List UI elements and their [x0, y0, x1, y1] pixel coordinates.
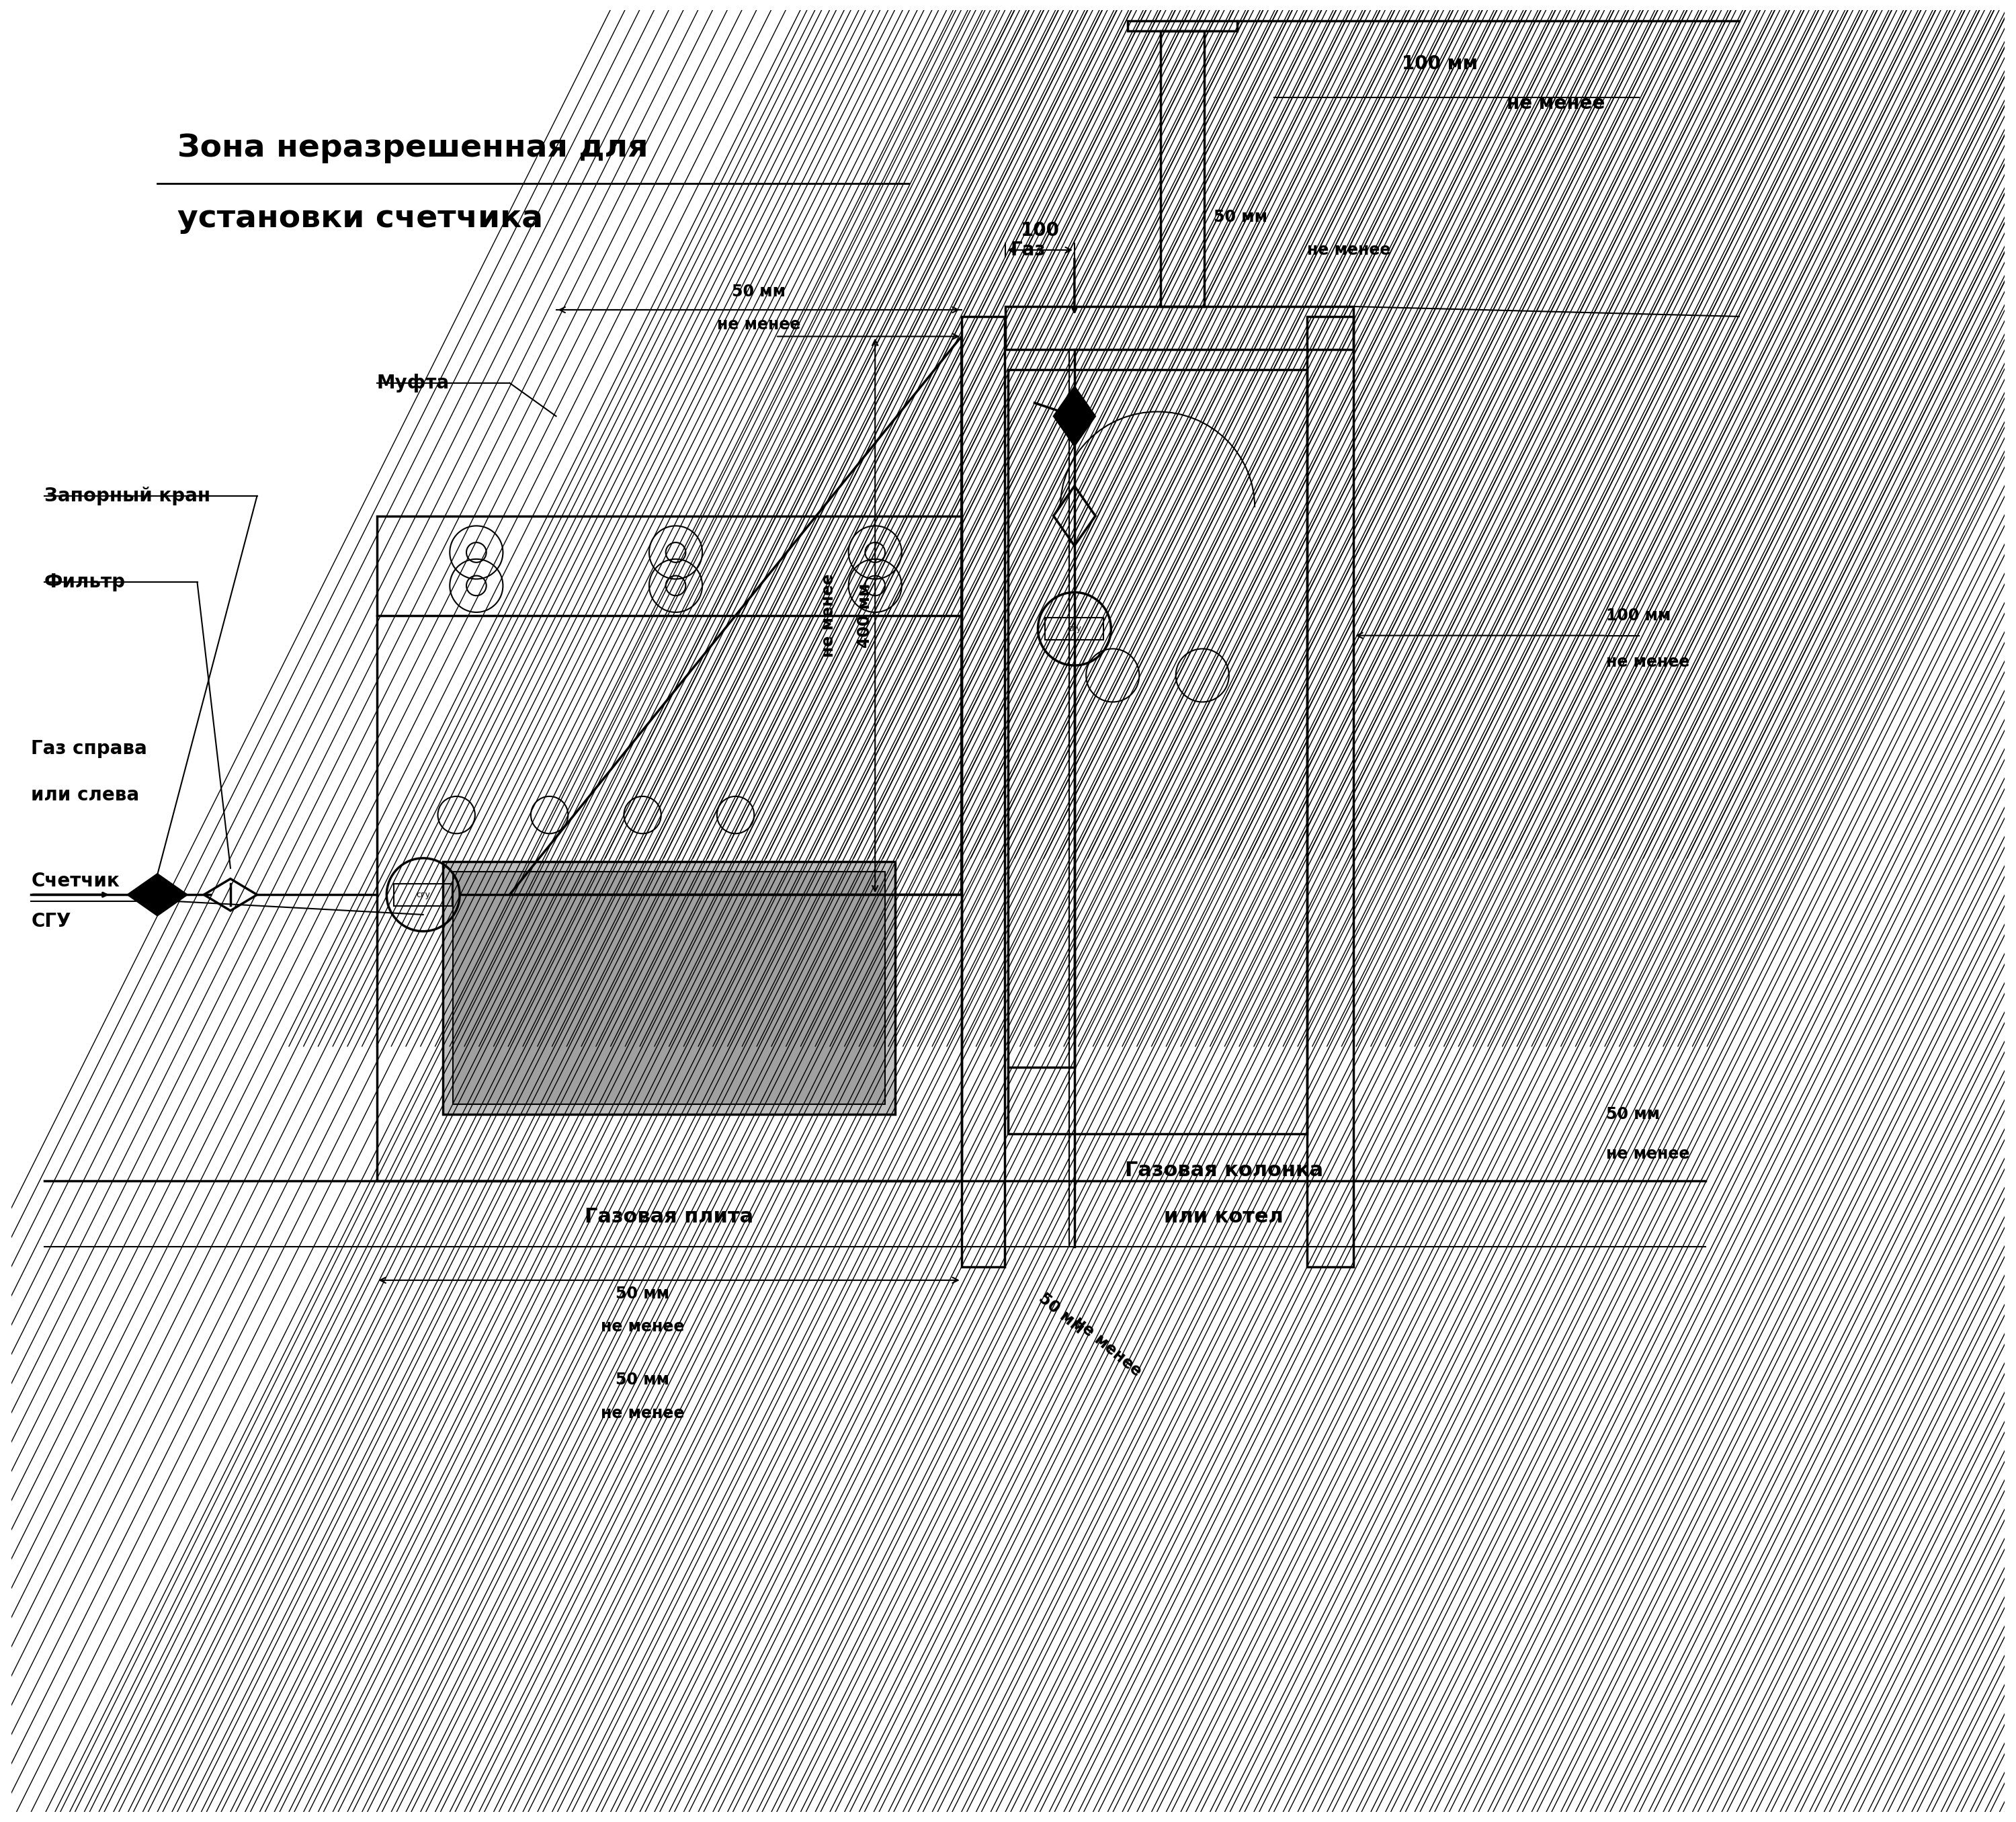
Text: не менее: не менее [601, 1405, 683, 1421]
Text: 400 мм: 400 мм [857, 583, 873, 649]
Polygon shape [1054, 386, 1095, 446]
Text: не менее: не менее [1607, 1146, 1689, 1162]
Bar [962, 317, 1004, 1266]
Polygon shape [127, 875, 187, 916]
Text: 50 мм: 50 мм [1036, 1290, 1087, 1337]
Text: Газовая плита: Газовая плита [585, 1208, 754, 1226]
Text: Газ: Газ [1010, 241, 1046, 259]
Text: Фильтр: Фильтр [44, 572, 125, 592]
Text: установки счетчика: установки счетчика [177, 204, 542, 233]
Text: не менее: не менее [1506, 95, 1605, 113]
Text: Газовая колонка: Газовая колонка [1125, 1161, 1322, 1181]
Bar [1161, 31, 1204, 306]
Text: Запорный кран: Запорный кран [44, 486, 210, 505]
Bar [1306, 317, 1353, 1266]
Bar [1044, 618, 1103, 640]
Text: 100: 100 [1020, 220, 1058, 241]
Text: сгу: сгу [1066, 625, 1081, 634]
Bar [1006, 306, 1353, 350]
Text: не менее: не менее [1306, 242, 1391, 259]
Text: сгу: сгу [415, 891, 429, 898]
Text: Зона неразрешенная для: Зона неразрешенная для [177, 133, 647, 164]
Text: 50 мм: 50 мм [1214, 210, 1268, 224]
Bar [1127, 20, 1238, 31]
Text: не менее: не менее [1607, 654, 1689, 670]
Bar [377, 516, 962, 1181]
Text: Счетчик: Счетчик [30, 873, 119, 891]
Bar [1306, 317, 1353, 1266]
Bar [454, 871, 885, 1104]
Text: не менее: не менее [821, 574, 837, 658]
Text: 50 мм: 50 мм [615, 1286, 669, 1301]
Text: 50 мм: 50 мм [1607, 1106, 1659, 1122]
Text: или слева: или слева [30, 785, 139, 805]
Bar [393, 884, 452, 906]
Text: не менее: не менее [718, 317, 800, 333]
Bar [1006, 306, 1353, 350]
Text: 100 мм: 100 мм [1607, 607, 1671, 623]
Bar [1161, 31, 1204, 306]
Text: СГУ: СГУ [30, 911, 71, 931]
Text: не менее: не менее [601, 1319, 683, 1336]
Text: Муфта: Муфта [377, 374, 450, 392]
Bar [962, 317, 1004, 1266]
Text: или котел: или котел [1163, 1208, 1284, 1226]
Text: 50 мм: 50 мм [732, 284, 786, 301]
Bar [444, 862, 895, 1113]
Text: 100 мм: 100 мм [1401, 55, 1478, 73]
Text: 50 мм: 50 мм [615, 1372, 669, 1388]
Text: Газ справа: Газ справа [30, 740, 147, 758]
Bar [1008, 370, 1306, 1133]
Text: не менее: не менее [1070, 1314, 1145, 1379]
